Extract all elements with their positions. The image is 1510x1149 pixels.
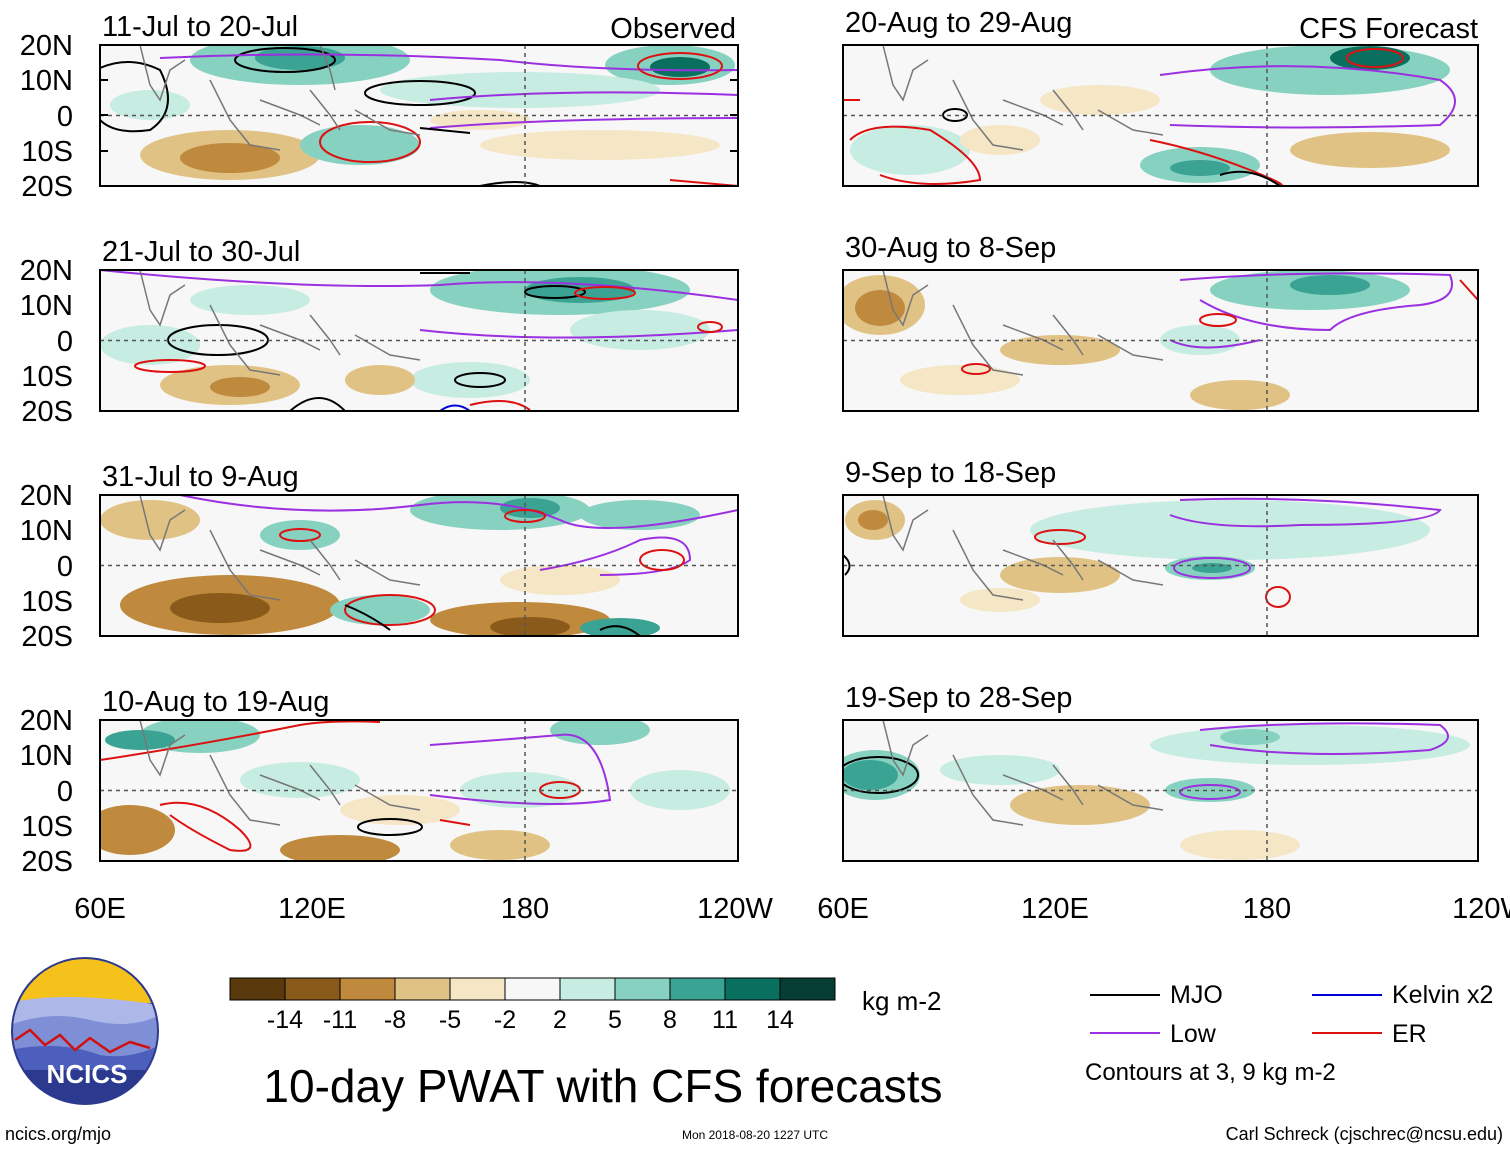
colorbar-level-label: -2 <box>494 1006 516 1034</box>
panel-observed-4: 10-Aug to 19-Aug <box>20 686 739 878</box>
legend-low-label: Low <box>1170 1020 1217 1048</box>
colorbar-swatch-7 <box>614 977 671 1001</box>
contours <box>843 722 1449 800</box>
pwat-field <box>110 45 735 180</box>
panel-period: 21-Jul to 30-Jul <box>102 236 300 268</box>
lat-tick-0: 0 <box>57 551 73 583</box>
legend: MJO Kelvin x2 Low ER Contours at 3, 9 kg… <box>1085 981 1493 1086</box>
panel-period: 20-Aug to 29-Aug <box>845 7 1072 39</box>
lat-tick-10s: 10S <box>21 586 73 618</box>
colorbar-level-label: 11 <box>712 1006 738 1034</box>
panel-corner-label: CFS Forecast <box>1299 13 1478 45</box>
colorbar-level-label: 8 <box>663 1006 677 1034</box>
colorbar-swatch-0 <box>229 977 286 1001</box>
contours <box>843 497 1442 608</box>
footer-timestamp: Mon 2018-08-20 1227 UTC <box>682 1128 828 1142</box>
lon-tick-60e: 60E <box>74 893 126 925</box>
coastline <box>139 269 421 376</box>
colorbar-swatch-5 <box>504 977 561 1001</box>
colorbar-level-label: -5 <box>439 1006 461 1034</box>
lat-tick-10n: 10N <box>20 65 73 97</box>
colorbar-level-label: 14 <box>766 1006 794 1034</box>
coastline <box>139 719 421 826</box>
lat-tick-20s: 20S <box>21 846 73 878</box>
lat-tick-10s: 10S <box>21 136 73 168</box>
panel-forecast-2: 30-Aug to 8-Sep <box>842 232 1479 412</box>
panel-period: 11-Jul to 20-Jul <box>102 11 298 43</box>
legend-mjo-label: MJO <box>1170 981 1223 1009</box>
pwat-field <box>100 270 710 405</box>
colorbar-swatch-6 <box>559 977 616 1001</box>
colorbar: -14 -11 -8 -5 -2 2 5 8 11 14 <box>229 977 836 1034</box>
colorbar-swatch-9 <box>724 977 781 1001</box>
contour-note: Contours at 3, 9 kg m-2 <box>1085 1059 1336 1086</box>
panel-observed-1: 11-Jul to 20-Jul Observed <box>20 11 739 203</box>
lat-tick-20n: 20N <box>20 705 73 737</box>
colorbar-swatch-10 <box>779 977 836 1001</box>
coastline <box>139 44 421 151</box>
colorbar-swatch-8 <box>669 977 726 1001</box>
lon-tick-120w-right: 120W <box>1452 893 1510 925</box>
colorbar-swatch-4 <box>449 977 506 1001</box>
lon-tick-120w: 120W <box>697 893 773 925</box>
figure-title: 10-day PWAT with CFS forecasts <box>263 1060 942 1112</box>
ncics-logo: NCICS <box>11 957 159 1105</box>
lon-tick-120e: 120E <box>278 893 346 925</box>
contours <box>843 48 1456 186</box>
panel-period: 19-Sep to 28-Sep <box>845 682 1072 714</box>
panel-observed-3: 31-Jul to 9-Aug <box>20 461 739 653</box>
lat-tick-20s: 20S <box>21 396 73 428</box>
lat-tick-0: 0 <box>57 776 73 808</box>
footer-credit: Carl Schreck (cjschrec@ncsu.edu) <box>1226 1124 1503 1144</box>
lat-tick-20s: 20S <box>21 171 73 203</box>
lat-tick-10n: 10N <box>20 515 73 547</box>
lat-tick-20n: 20N <box>20 255 73 287</box>
lon-tick-180: 180 <box>501 893 549 925</box>
lat-tick-0: 0 <box>57 101 73 133</box>
panel-period: 31-Jul to 9-Aug <box>102 461 299 493</box>
pwat-field <box>100 495 700 636</box>
lon-tick-180-right: 180 <box>1243 893 1291 925</box>
lon-tick-120e-right: 120E <box>1021 893 1089 925</box>
colorbar-swatch-1 <box>284 977 341 1001</box>
coastline <box>882 269 1164 376</box>
lat-tick-0: 0 <box>57 326 73 358</box>
lat-tick-20s: 20S <box>21 621 73 653</box>
lat-tick-10n: 10N <box>20 290 73 322</box>
lon-tick-60e-right: 60E <box>817 893 869 925</box>
panel-forecast-1: 20-Aug to 29-Aug CFS Forecast <box>842 7 1479 187</box>
contours <box>961 272 1478 375</box>
lat-tick-10s: 10S <box>21 811 73 843</box>
logo-text: NCICS <box>47 1059 128 1089</box>
panel-period: 30-Aug to 8-Sep <box>845 232 1056 264</box>
colorbar-level-label: -11 <box>323 1006 357 1034</box>
panel-period: 10-Aug to 19-Aug <box>102 686 329 718</box>
lat-tick-10n: 10N <box>20 740 73 772</box>
lat-tick-20n: 20N <box>20 480 73 512</box>
colorbar-level-label: 5 <box>608 1006 622 1034</box>
ticks <box>100 44 738 187</box>
legend-kelvin-label: Kelvin x2 <box>1392 981 1493 1009</box>
units-label: kg m-2 <box>862 986 941 1016</box>
contours <box>179 495 738 636</box>
colorbar-level-label: 2 <box>553 1006 567 1034</box>
colorbar-swatch-3 <box>394 977 451 1001</box>
pwat-field <box>843 725 1470 860</box>
colorbar-swatch-2 <box>339 977 396 1001</box>
panel-corner-label: Observed <box>610 13 736 45</box>
footer-url[interactable]: ncics.org/mjo <box>5 1124 111 1144</box>
colorbar-level-label: -8 <box>384 1006 406 1034</box>
panel-forecast-3: 9-Sep to 18-Sep <box>842 457 1479 637</box>
lat-tick-10s: 10S <box>21 361 73 393</box>
pwat-field <box>850 45 1450 183</box>
panel-forecast-4: 19-Sep to 28-Sep <box>842 682 1479 862</box>
contours <box>100 47 738 186</box>
panel-observed-2: 21-Jul to 30-Jul <box>20 236 739 428</box>
panel-period: 9-Sep to 18-Sep <box>845 457 1056 489</box>
colorbar-level-label: -14 <box>267 1006 303 1034</box>
legend-er-label: ER <box>1392 1020 1427 1048</box>
lat-tick-20n: 20N <box>20 30 73 62</box>
